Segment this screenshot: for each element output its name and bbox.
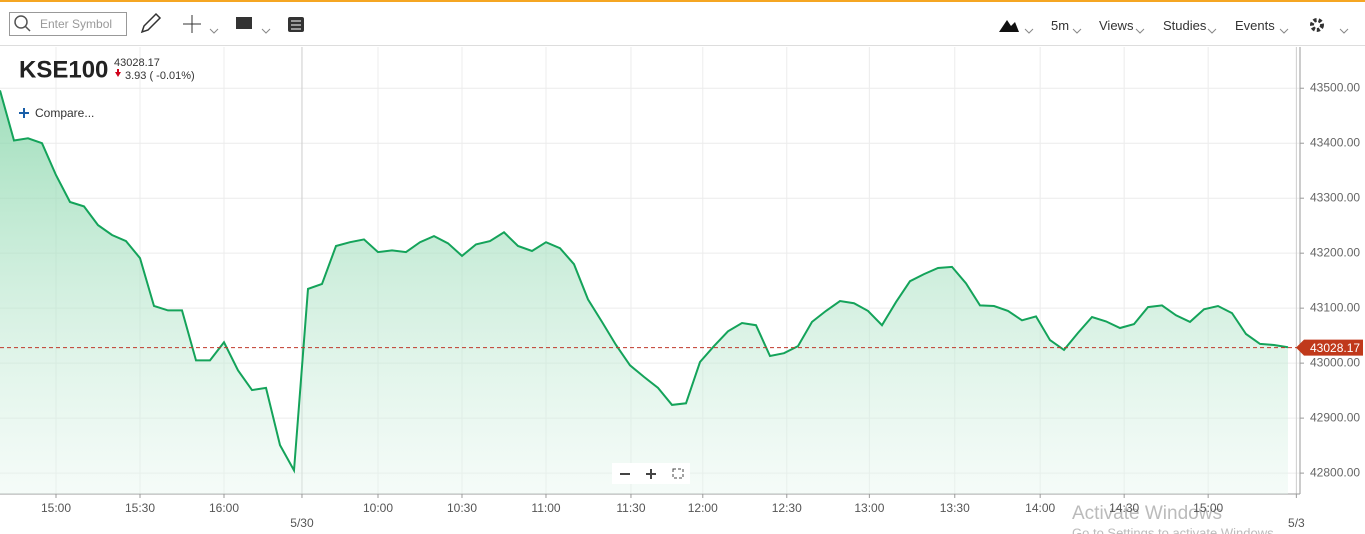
settings-icon[interactable]	[1310, 18, 1324, 32]
y-tick-label: 43100.00	[1310, 300, 1360, 314]
x-tick-label: 16:00	[209, 501, 239, 515]
x-tick-label: 5/30	[290, 516, 314, 530]
x-tick-label: 11:30	[616, 501, 645, 515]
x-tick-label: 14:30	[1109, 501, 1139, 515]
area-fill	[0, 90, 1288, 495]
compare-button[interactable]: Compare...	[35, 106, 94, 120]
watermark-title: Activate Windows	[1072, 503, 1222, 524]
toolbar: Enter Symbol 5m Views Studies Events	[0, 0, 1365, 46]
x-tick-label: 13:30	[940, 501, 970, 515]
symbol-placeholder: Enter Symbol	[40, 17, 113, 31]
x-tick-label: 15:00	[41, 501, 71, 515]
x-tick-label: 15:00	[1193, 501, 1223, 515]
search-icon	[14, 15, 31, 32]
studies-button[interactable]: Studies	[1163, 18, 1207, 33]
y-tick-label: 42900.00	[1310, 410, 1360, 424]
price-line	[0, 90, 1289, 474]
crosshair-icon[interactable]	[183, 15, 201, 33]
chevron	[209, 28, 219, 34]
last-price-label: 43028.17	[1310, 341, 1360, 355]
tool-icons	[140, 12, 304, 34]
compare-plus	[19, 108, 29, 118]
y-tick-label: 43300.00	[1310, 190, 1360, 204]
x-tick-label: 15:30	[125, 501, 155, 515]
symbol-input[interactable]: Enter Symbol	[9, 12, 127, 36]
y-tick-label: 43500.00	[1310, 80, 1360, 94]
down-arrow	[115, 69, 121, 77]
x-tick-label: 11:00	[531, 501, 560, 515]
x-tick-label: 10:00	[363, 501, 393, 515]
last-price: 43028.17	[114, 57, 160, 69]
watermark-subtitle: Go to Settings to activate Windows.	[1072, 525, 1277, 534]
fullscreen-button[interactable]	[672, 468, 684, 479]
chart-type-icon[interactable]	[995, 2, 1035, 46]
chart: KSE100 43028.17 3.93 ( -0.01%) Compare..…	[0, 47, 1363, 534]
x-tick-label: 10:30	[447, 501, 477, 515]
chevron	[261, 28, 271, 34]
y-tick-label: 42800.00	[1310, 465, 1360, 479]
comment-icon[interactable]	[236, 17, 252, 29]
table-icon-lines	[291, 20, 301, 30]
y-tick-label: 43200.00	[1310, 245, 1360, 259]
x-tick-label: 5/3	[1288, 516, 1305, 530]
x-tick-label: 12:30	[772, 501, 802, 515]
interval-button[interactable]: 5m	[1051, 18, 1070, 33]
y-tick-label: 43400.00	[1310, 135, 1360, 149]
views-button[interactable]: Views	[1099, 18, 1134, 33]
price-change: 3.93 ( -0.01%)	[125, 70, 195, 82]
events-button[interactable]: Events	[1235, 18, 1275, 33]
symbol-name: KSE100	[19, 56, 108, 83]
zoom-buttons[interactable]	[620, 469, 656, 479]
draw-icon[interactable]	[140, 12, 162, 34]
y-tick-label: 43000.00	[1310, 355, 1360, 369]
last-price-tag	[1296, 339, 1363, 356]
x-tick-label: 14:00	[1025, 501, 1055, 515]
x-tick-label: 13:00	[854, 501, 884, 515]
chevrons	[1072, 18, 1349, 34]
x-tick-label: 12:00	[688, 501, 718, 515]
